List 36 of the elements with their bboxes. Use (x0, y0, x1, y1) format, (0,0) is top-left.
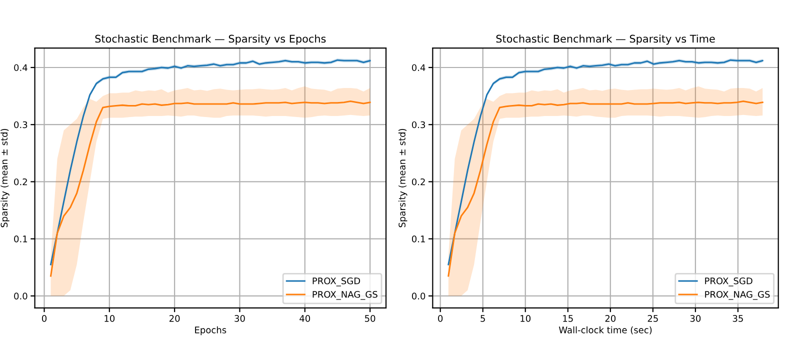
chart-title: Stochastic Benchmark — Sparsity vs Time (496, 34, 715, 45)
y-tick-label: 0.4 (14, 64, 28, 72)
y-tick-label: 0.2 (412, 178, 425, 186)
y-tick-label: 0.1 (14, 236, 28, 242)
x-tick-label: 50 (364, 315, 376, 322)
x-tick-label: 20 (169, 315, 180, 322)
x-axis-title: Wall-clock time (sec) (558, 326, 652, 334)
chart-title: Stochastic Benchmark — Sparsity vs Epochs (95, 34, 326, 45)
y-tick-label: 0.0 (412, 292, 426, 300)
x-tick-label: 15 (563, 315, 573, 322)
legend-label: PROX_NAG_GS (705, 290, 770, 300)
x-tick-label: 20 (605, 315, 616, 322)
line-series (448, 100, 764, 277)
x-tick-label: 0 (42, 315, 47, 322)
y-tick-label: 0.1 (412, 236, 425, 242)
x-axis-title: Epochs (195, 326, 226, 336)
x-tick-label: 0 (438, 315, 443, 322)
x-tick-label: 30 (690, 315, 701, 322)
legend-label: PROX_SGD (312, 277, 360, 286)
x-tick-label: 40 (300, 315, 310, 322)
y-axis-title: Sparsity (mean ± std) (0, 128, 10, 228)
legend-label: PROX_SGD (705, 277, 752, 286)
y-tick-label: 0.0 (14, 292, 28, 300)
x-tick-label: 10 (520, 315, 531, 322)
x-tick-label: 35 (732, 315, 743, 322)
x-tick-label: 25 (648, 315, 658, 322)
y-tick-label: 0.4 (412, 64, 426, 72)
legend-label: PROX_NAG_GS (312, 290, 378, 300)
y-tick-label: 0.3 (14, 121, 28, 128)
x-tick-label: 10 (104, 315, 115, 322)
x-tick-label: 30 (234, 315, 245, 322)
y-tick-label: 0.3 (412, 121, 426, 128)
y-axis-title: Sparsity (mean ± std) (398, 128, 408, 228)
x-tick-label: 5 (480, 315, 485, 322)
y-tick-label: 0.2 (14, 178, 27, 186)
line-series (50, 100, 371, 277)
